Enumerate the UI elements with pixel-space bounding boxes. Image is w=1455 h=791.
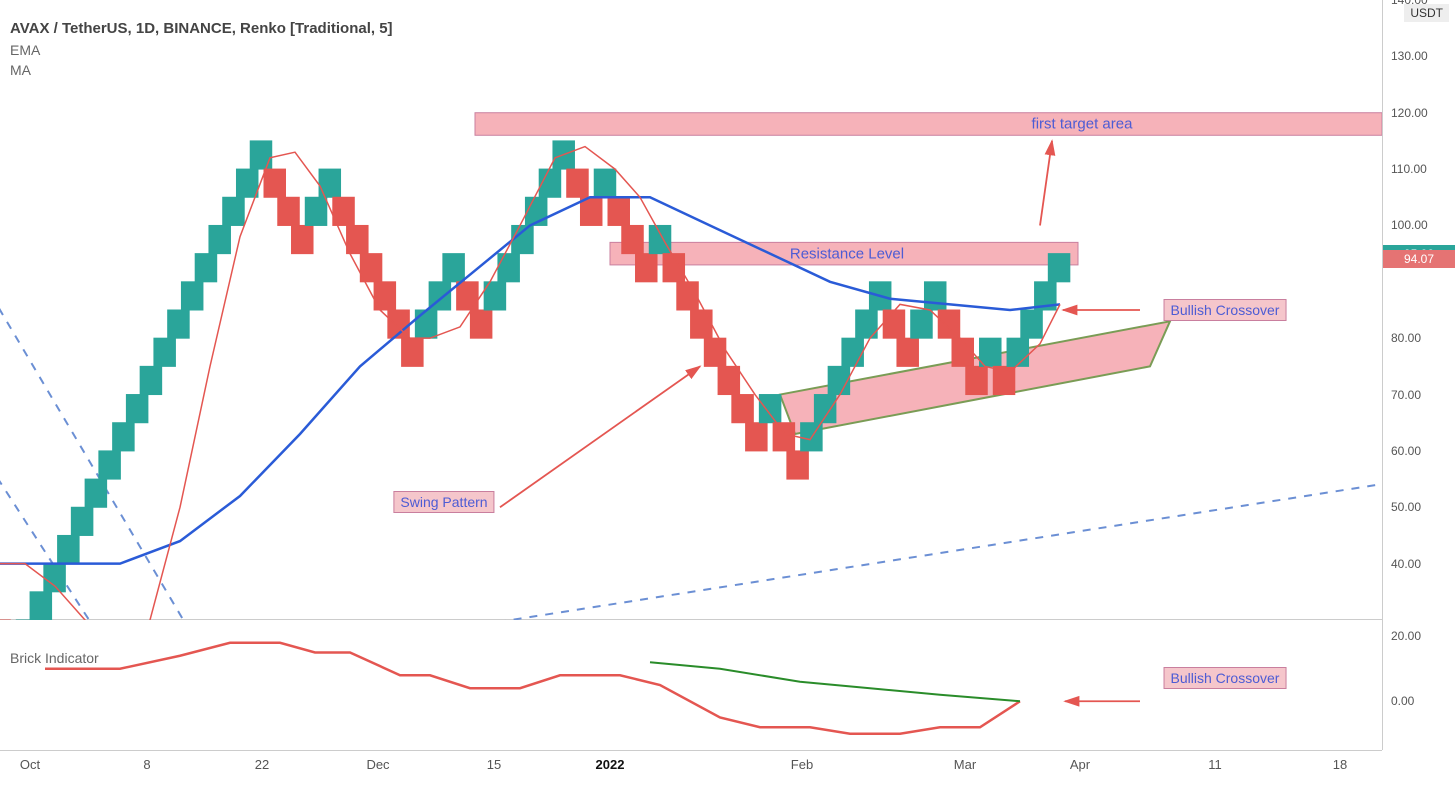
x-tick: 18 [1333, 757, 1347, 772]
indicator-pane[interactable]: Brick Indicator Bullish Crossover [0, 620, 1382, 750]
price-tag: 94.07 [1383, 250, 1455, 268]
x-tick: Feb [791, 757, 813, 772]
x-tick: Oct [20, 757, 40, 772]
chart-container: AVAX / TetherUS, 1D, BINANCE, Renko [Tra… [0, 0, 1455, 791]
x-tick: Apr [1070, 757, 1090, 772]
indicator-label: Brick Indicator [10, 650, 99, 666]
y-tick: 110.00 [1391, 162, 1427, 176]
y-tick: 80.00 [1391, 331, 1421, 345]
y-tick: 60.00 [1391, 444, 1421, 458]
y-tick: 120.00 [1391, 106, 1428, 120]
y-axis: USDT 140.00130.00120.00110.00100.0095.00… [1382, 0, 1455, 750]
x-tick: 2022 [596, 757, 625, 772]
y-tick: 50.00 [1391, 500, 1421, 514]
x-tick: Dec [366, 757, 389, 772]
x-tick: 8 [143, 757, 150, 772]
annotation-first-target-area: first target area [1032, 116, 1133, 133]
y-tick: 40.00 [1391, 557, 1421, 571]
annotation-resistance-level: Resistance Level [790, 245, 904, 262]
x-axis: Oct 8 22 Dec 15 2022 Feb Mar Apr 11 18 [0, 750, 1382, 791]
ema-label: EMA [10, 42, 40, 58]
y-tick: 70.00 [1391, 388, 1421, 402]
x-tick: 22 [255, 757, 269, 772]
y-tick-indicator: 20.00 [1391, 629, 1421, 643]
ma-label: MA [10, 62, 31, 78]
annotation-bullish-crossover: Bullish Crossover [1164, 667, 1287, 689]
x-tick: 11 [1208, 757, 1222, 772]
x-tick: 15 [487, 757, 501, 772]
y-tick: 130.00 [1391, 49, 1428, 63]
x-tick: Mar [954, 757, 976, 772]
annotation-bullish-crossover: Bullish Crossover [1164, 299, 1287, 321]
y-tick: 100.00 [1391, 218, 1428, 232]
annotation-swing-pattern: Swing Pattern [393, 491, 494, 513]
y-tick: 140.00 [1391, 0, 1428, 7]
y-tick-indicator: 0.00 [1391, 694, 1414, 708]
main-chart-pane[interactable]: AVAX / TetherUS, 1D, BINANCE, Renko [Tra… [0, 0, 1382, 620]
chart-title: AVAX / TetherUS, 1D, BINANCE, Renko [Tra… [10, 20, 393, 37]
